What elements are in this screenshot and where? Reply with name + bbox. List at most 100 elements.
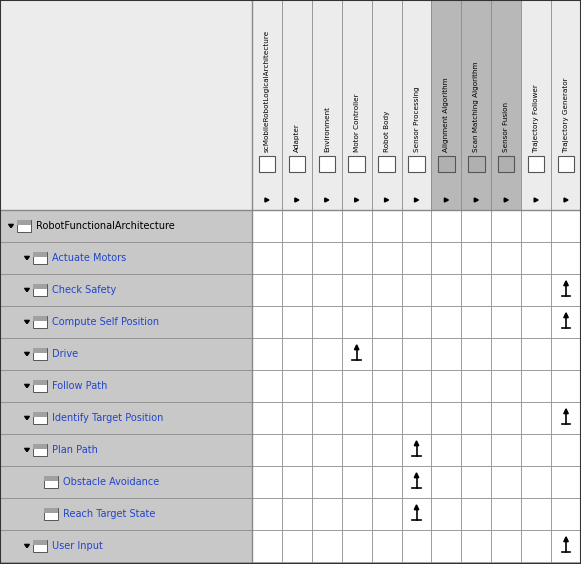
- Bar: [521, 370, 551, 402]
- Bar: [401, 210, 432, 242]
- Text: Reach Target State: Reach Target State: [63, 509, 155, 519]
- Bar: [0, 466, 252, 498]
- Bar: [432, 0, 461, 210]
- Text: User Input: User Input: [52, 541, 103, 551]
- Text: Sensor Fusion: Sensor Fusion: [503, 102, 509, 152]
- Bar: [461, 498, 492, 530]
- Bar: [289, 156, 305, 172]
- Bar: [312, 434, 342, 466]
- Bar: [521, 530, 551, 562]
- Polygon shape: [414, 473, 419, 478]
- Polygon shape: [414, 441, 419, 446]
- Polygon shape: [24, 544, 30, 548]
- Bar: [282, 434, 312, 466]
- Polygon shape: [564, 537, 568, 541]
- Bar: [528, 156, 544, 172]
- Bar: [342, 498, 372, 530]
- Bar: [461, 466, 492, 498]
- Bar: [551, 306, 581, 338]
- Bar: [33, 284, 48, 289]
- Polygon shape: [414, 198, 418, 202]
- Bar: [521, 338, 551, 370]
- Bar: [312, 0, 342, 210]
- Bar: [372, 370, 401, 402]
- Bar: [312, 210, 342, 242]
- Bar: [432, 434, 461, 466]
- Bar: [492, 466, 521, 498]
- Bar: [521, 402, 551, 434]
- Bar: [461, 306, 492, 338]
- Bar: [33, 252, 48, 257]
- Text: Compute Self Position: Compute Self Position: [52, 317, 160, 327]
- Bar: [461, 530, 492, 562]
- Bar: [33, 380, 48, 385]
- Text: Plan Path: Plan Path: [52, 445, 98, 455]
- Bar: [312, 370, 342, 402]
- Polygon shape: [444, 198, 449, 202]
- Bar: [551, 402, 581, 434]
- Bar: [551, 466, 581, 498]
- Bar: [33, 444, 48, 449]
- Text: Robot Body: Robot Body: [383, 110, 390, 152]
- Bar: [372, 530, 401, 562]
- Text: Actuate Motors: Actuate Motors: [52, 253, 127, 263]
- Bar: [401, 0, 432, 210]
- Bar: [461, 402, 492, 434]
- Polygon shape: [564, 409, 568, 413]
- Bar: [521, 466, 551, 498]
- Bar: [342, 466, 372, 498]
- Bar: [461, 210, 492, 242]
- Bar: [0, 0, 252, 210]
- Bar: [372, 338, 401, 370]
- Bar: [33, 412, 48, 424]
- Bar: [312, 530, 342, 562]
- Bar: [282, 498, 312, 530]
- Text: Follow Path: Follow Path: [52, 381, 107, 391]
- Bar: [401, 466, 432, 498]
- Text: Trajectory Generator: Trajectory Generator: [563, 77, 569, 152]
- Bar: [401, 402, 432, 434]
- Bar: [432, 338, 461, 370]
- Bar: [498, 156, 514, 172]
- Bar: [492, 0, 521, 210]
- Bar: [468, 156, 485, 172]
- Polygon shape: [24, 288, 30, 292]
- Bar: [492, 370, 521, 402]
- Bar: [401, 338, 432, 370]
- Bar: [372, 434, 401, 466]
- Bar: [492, 402, 521, 434]
- Bar: [492, 530, 521, 562]
- Bar: [521, 434, 551, 466]
- Bar: [521, 242, 551, 274]
- Bar: [372, 306, 401, 338]
- Bar: [44, 476, 58, 488]
- Bar: [432, 498, 461, 530]
- Bar: [492, 434, 521, 466]
- Text: Adapter: Adapter: [294, 123, 300, 152]
- Polygon shape: [9, 224, 13, 228]
- Bar: [342, 338, 372, 370]
- Bar: [44, 508, 58, 513]
- Bar: [551, 242, 581, 274]
- Bar: [0, 370, 252, 402]
- Bar: [342, 242, 372, 274]
- Bar: [349, 156, 365, 172]
- Text: Alignment Algorithm: Alignment Algorithm: [443, 77, 450, 152]
- Bar: [438, 156, 455, 172]
- Bar: [372, 210, 401, 242]
- Bar: [492, 306, 521, 338]
- Bar: [0, 498, 252, 530]
- Bar: [312, 242, 342, 274]
- Text: scMobileRobotLogicalArchitecture: scMobileRobotLogicalArchitecture: [264, 29, 270, 152]
- Bar: [44, 508, 58, 520]
- Bar: [252, 402, 282, 434]
- Bar: [312, 274, 342, 306]
- Bar: [252, 530, 282, 562]
- Polygon shape: [385, 198, 389, 202]
- Bar: [282, 402, 312, 434]
- Bar: [252, 498, 282, 530]
- Bar: [252, 466, 282, 498]
- Bar: [492, 242, 521, 274]
- Bar: [461, 434, 492, 466]
- Polygon shape: [354, 345, 359, 350]
